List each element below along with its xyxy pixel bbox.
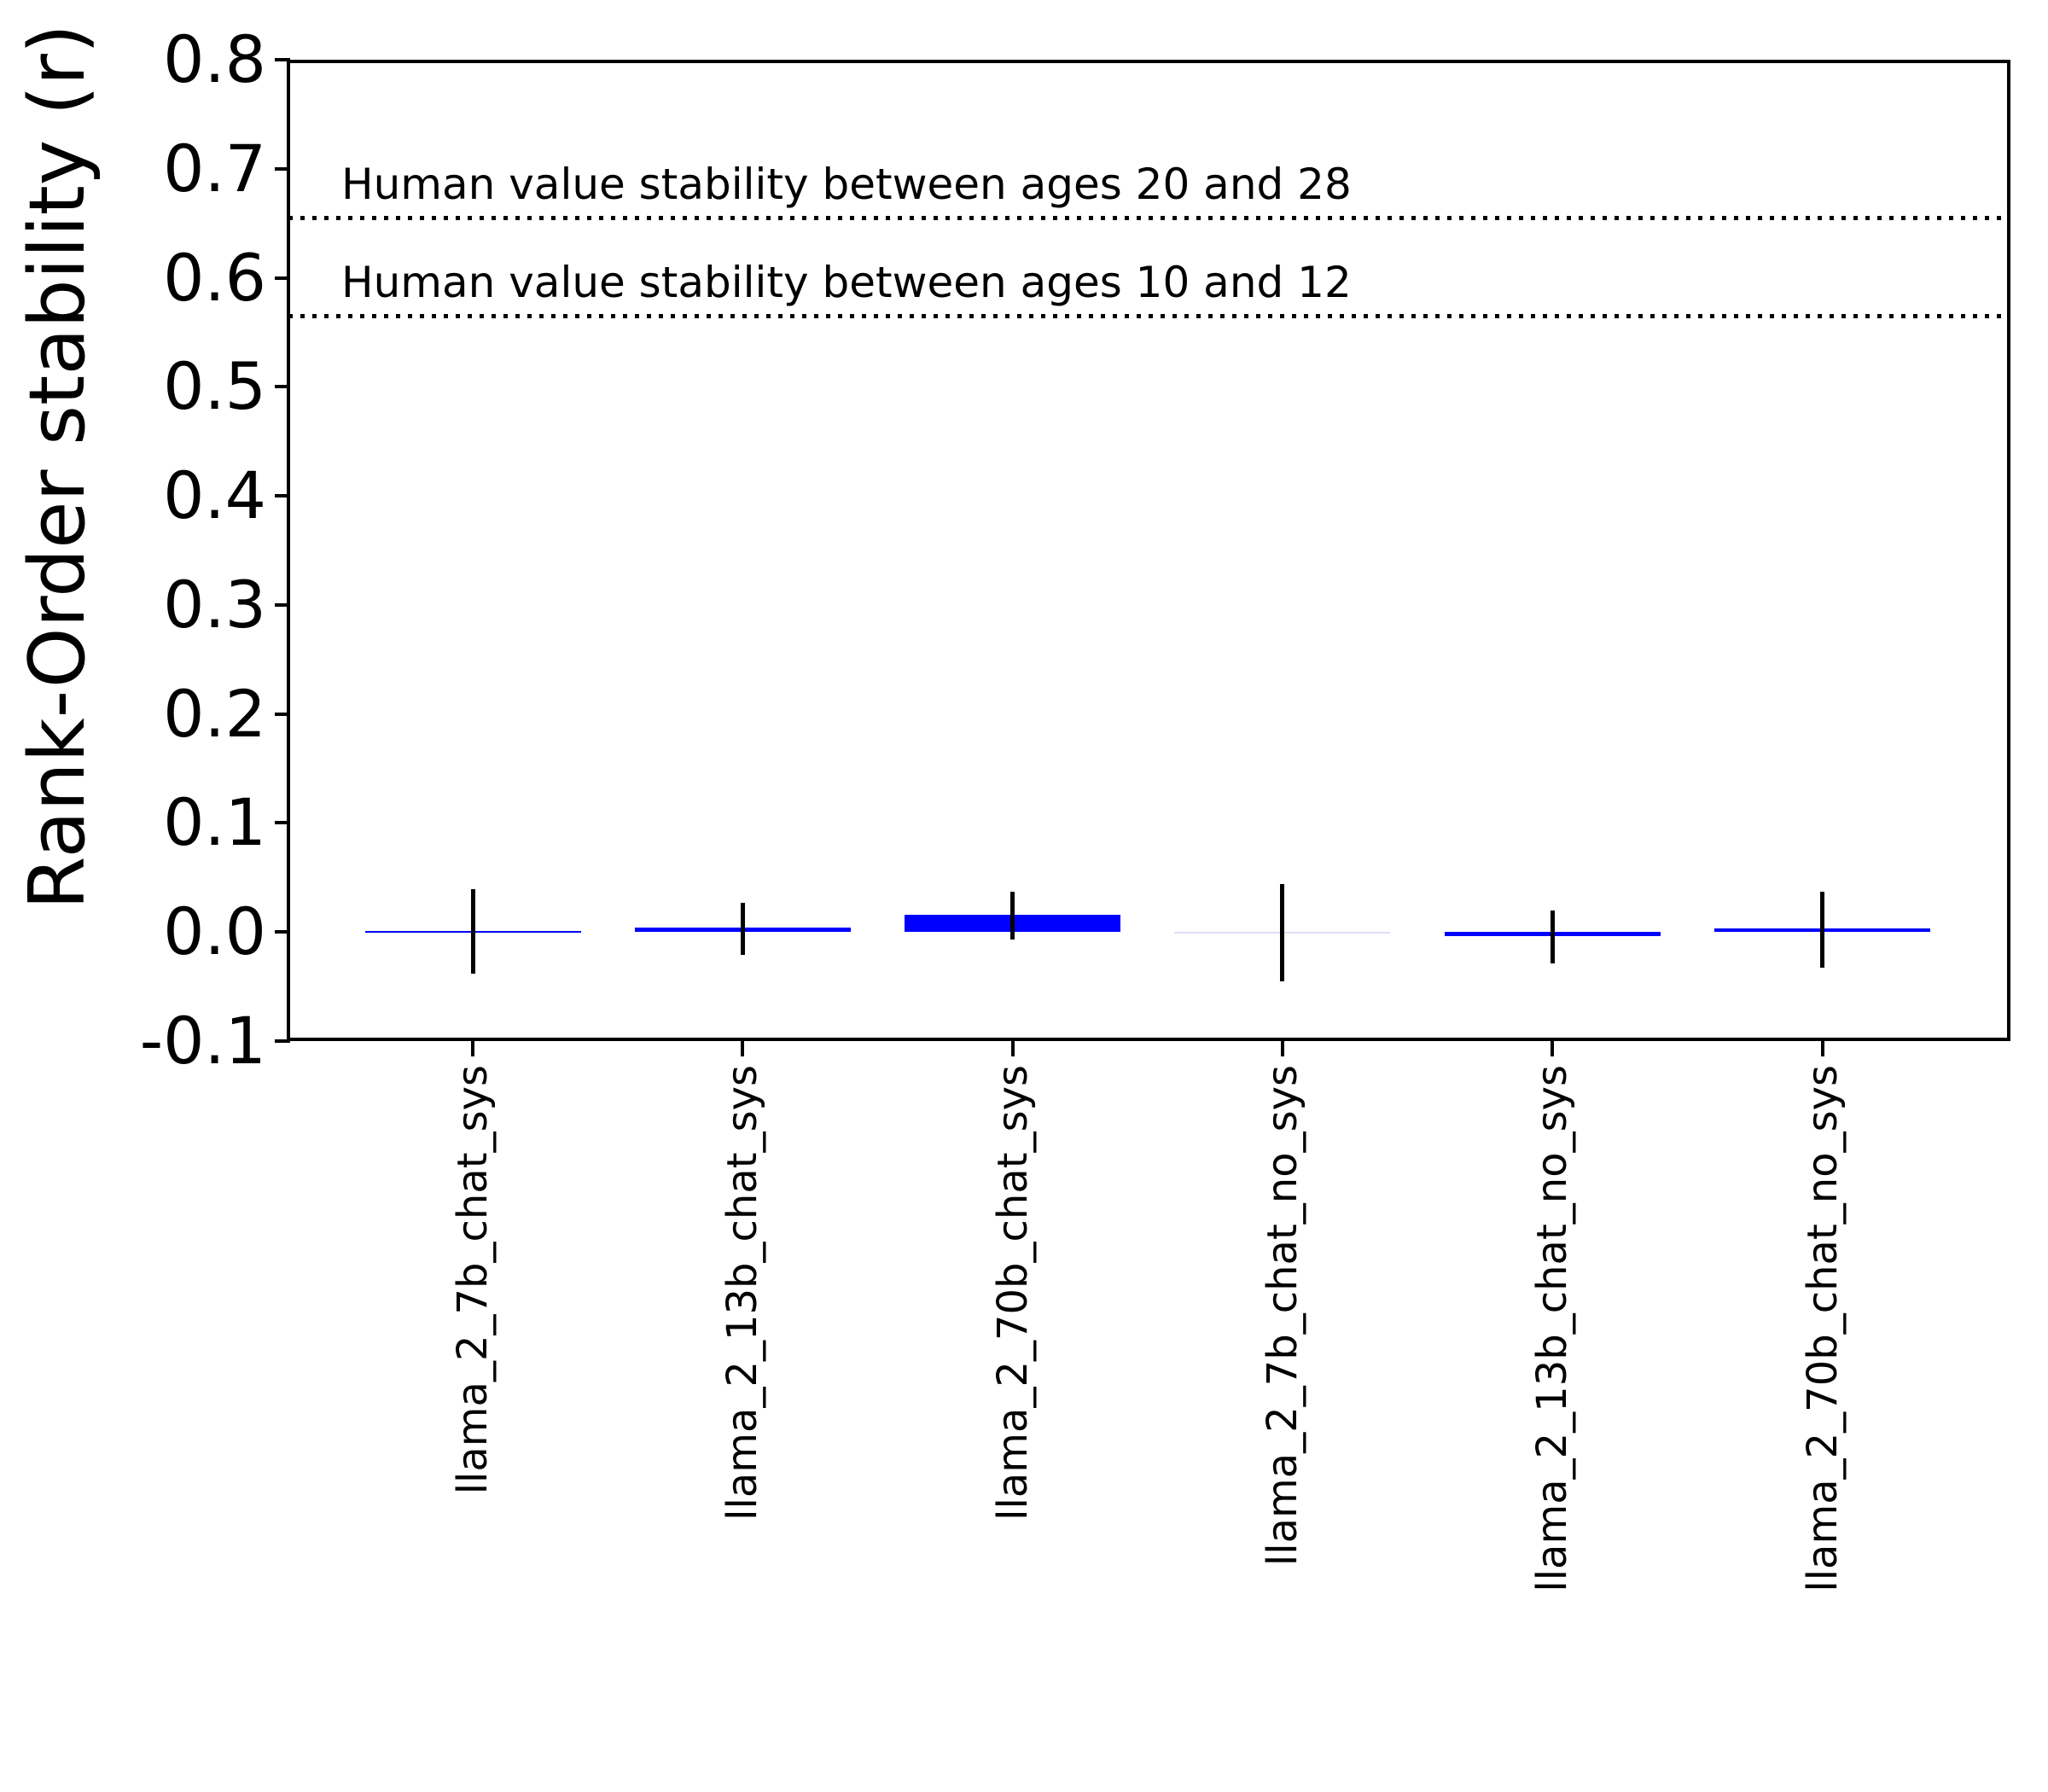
y-tick-mark xyxy=(275,821,290,825)
y-tick-label: 0.6 xyxy=(163,239,266,316)
reference-line-label: Human value stability between ages 20 an… xyxy=(341,160,1352,210)
reference-line xyxy=(288,314,2009,319)
y-tick-label: 0.8 xyxy=(163,21,266,97)
error-bar xyxy=(1010,891,1015,940)
x-tick-mark xyxy=(1280,1041,1284,1056)
x-tick-label: llama_2_70b_chat_no_sys xyxy=(1798,1065,1847,1592)
error-bar xyxy=(740,902,745,956)
x-tick-mark xyxy=(1551,1041,1555,1056)
y-tick-mark xyxy=(275,712,290,716)
y-tick-mark xyxy=(275,276,290,280)
error-bar xyxy=(1820,891,1824,969)
y-tick-mark xyxy=(275,1039,290,1043)
y-tick-label: 0.7 xyxy=(163,130,266,207)
x-tick-mark xyxy=(1010,1041,1015,1056)
reference-line-label: Human value stability between ages 10 an… xyxy=(341,258,1352,308)
y-axis-label: Rank-Order stability (r) xyxy=(13,24,102,911)
x-tick-mark xyxy=(471,1041,474,1056)
y-tick-label: 0.1 xyxy=(163,784,266,861)
error-bar xyxy=(1280,884,1285,981)
y-tick-label: 0.5 xyxy=(163,348,266,425)
y-tick-mark xyxy=(275,58,290,61)
y-tick-mark xyxy=(275,930,290,934)
x-tick-label: llama_2_7b_chat_no_sys xyxy=(1258,1065,1306,1567)
x-tick-label: llama_2_13b_chat_no_sys xyxy=(1528,1065,1577,1592)
x-tick-label: llama_2_13b_chat_sys xyxy=(719,1065,767,1521)
y-tick-label: 0.4 xyxy=(163,457,266,534)
y-tick-label: -0.1 xyxy=(139,1003,266,1079)
y-tick-label: 0.0 xyxy=(163,893,266,970)
plot-area xyxy=(287,60,2010,1041)
x-tick-mark xyxy=(741,1041,745,1056)
error-bar xyxy=(470,889,475,974)
y-tick-mark xyxy=(275,494,290,498)
y-tick-label: 0.3 xyxy=(163,566,266,643)
error-bar xyxy=(1550,910,1555,964)
x-tick-mark xyxy=(1820,1041,1824,1056)
x-tick-label: llama_2_7b_chat_sys xyxy=(449,1065,497,1495)
y-tick-label: 0.2 xyxy=(163,675,266,752)
x-tick-label: llama_2_70b_chat_sys xyxy=(988,1065,1037,1521)
y-tick-mark xyxy=(275,166,290,171)
y-tick-mark xyxy=(275,602,290,607)
reference-line xyxy=(288,216,2009,221)
y-tick-mark xyxy=(275,385,290,389)
